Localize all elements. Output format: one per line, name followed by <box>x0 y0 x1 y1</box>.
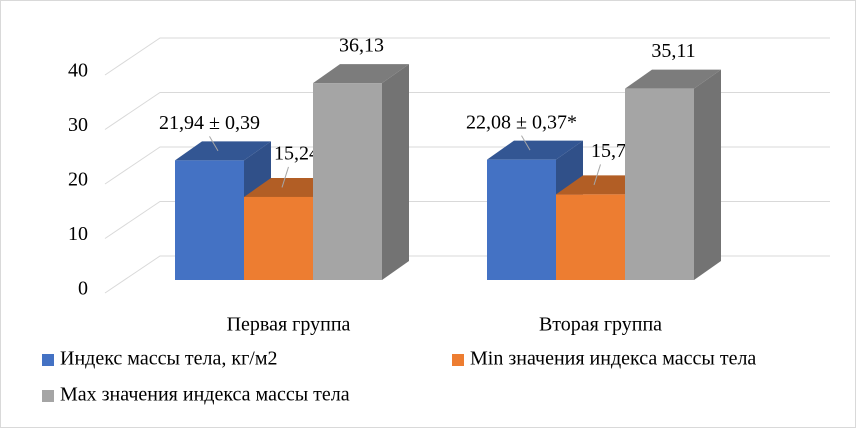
y-tick-label: 20 <box>68 169 88 191</box>
bar <box>313 64 409 281</box>
bar-front <box>313 83 382 281</box>
y-tick-label: 10 <box>68 223 88 245</box>
leader-line <box>593 164 601 186</box>
grid-line <box>104 92 830 130</box>
legend-label: Индекс массы тела, кг/м2 <box>60 348 278 370</box>
legend-label: Max значения индекса массы тела <box>60 384 350 406</box>
bar-front <box>556 194 625 280</box>
bar-front <box>244 196 313 280</box>
leader-line <box>209 136 219 152</box>
bar-side <box>382 64 409 281</box>
grid-line <box>104 37 830 76</box>
data-label: 35,11 <box>651 40 695 62</box>
y-tick-label: 40 <box>68 60 88 82</box>
bar-top <box>175 141 271 161</box>
data-label: 21,94 ± 0,39 <box>159 112 260 134</box>
legend-swatch <box>452 354 464 366</box>
data-label: 36,13 <box>339 35 384 57</box>
data-label: 22,08 ± 0,37* <box>466 111 577 133</box>
bar-front <box>625 88 694 280</box>
bar <box>625 69 721 280</box>
bar-top <box>313 64 409 84</box>
bar-front <box>487 159 556 280</box>
legend-swatch <box>42 354 54 366</box>
bar-top <box>625 69 721 89</box>
data-label: 15,24 <box>274 143 319 165</box>
bar <box>175 141 271 280</box>
y-tick-label: 0 <box>78 278 88 300</box>
grid-line <box>104 146 830 185</box>
leader-line <box>281 166 289 188</box>
legend-label: Min значения индекса массы тела <box>470 348 756 370</box>
y-tick-label: 30 <box>68 114 88 136</box>
data-label: 15,7 <box>591 140 626 162</box>
legend-swatch <box>42 390 54 402</box>
bar-front <box>175 160 244 280</box>
x-tick-label: Вторая группа <box>539 314 662 336</box>
bar-side <box>694 69 721 280</box>
leader-line <box>521 135 531 151</box>
bar-top <box>487 140 583 160</box>
x-tick-label: Первая группа <box>227 314 351 336</box>
